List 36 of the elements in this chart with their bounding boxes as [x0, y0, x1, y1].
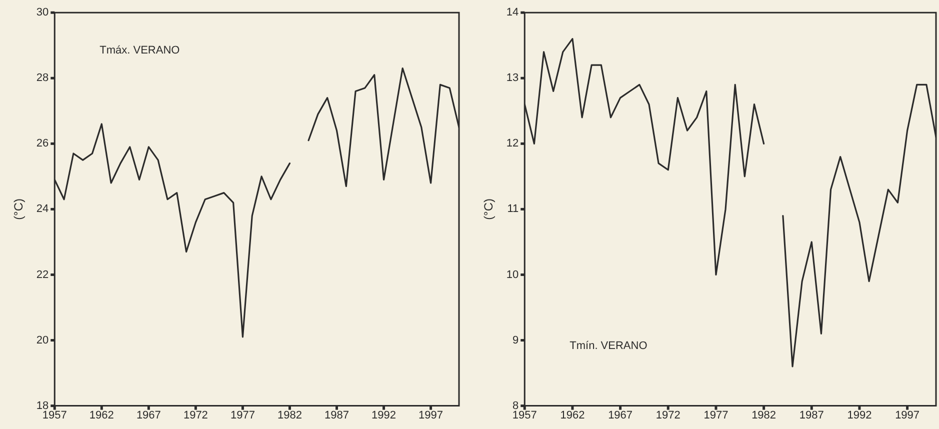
x-tick-label: 1997	[895, 409, 920, 422]
x-tick-label: 1972	[183, 409, 208, 422]
y-tick-label: 8	[512, 400, 519, 412]
x-tick-label: 1982	[277, 409, 302, 422]
y-tick-label: 30	[36, 6, 49, 19]
x-tick-label: 1992	[372, 409, 396, 422]
y-tick-label: 9	[512, 334, 519, 346]
y-axis-title: (°C)	[12, 198, 26, 220]
x-tick-label: 1957	[512, 409, 537, 422]
y-tick-label: 10	[506, 268, 519, 281]
x-tick-label: 1962	[560, 409, 585, 422]
x-tick-label: 1997	[418, 409, 444, 422]
y-tick-label: 24	[36, 203, 49, 216]
x-tick-label: 1967	[136, 409, 161, 422]
x-tick-label: 1977	[230, 409, 255, 422]
y-tick-label: 28	[36, 72, 49, 84]
y-tick-label: 12	[506, 138, 519, 150]
annotation: Tmín. VERANO	[570, 340, 648, 352]
annotation: Tmáx. VERANO	[100, 44, 180, 57]
y-tick-label: 14	[506, 6, 519, 19]
x-tick-label: 1962	[89, 409, 114, 422]
x-tick-label: 1992	[847, 409, 872, 422]
x-tick-label: 1957	[42, 409, 67, 422]
x-tick-label: 1977	[704, 409, 728, 422]
y-axis-title: (°C)	[482, 198, 496, 220]
x-tick-label: 1982	[752, 409, 776, 422]
x-tick-label: 1987	[799, 409, 824, 422]
x-tick-label: 1972	[656, 409, 680, 422]
y-tick-label: 22	[36, 268, 49, 281]
y-tick-label: 20	[36, 334, 49, 346]
y-tick-label: 13	[506, 72, 519, 84]
y-tick-label: 18	[36, 400, 49, 412]
x-tick-label: 1987	[324, 409, 349, 422]
x-tick-label: 1967	[608, 409, 633, 422]
y-tick-label: 26	[36, 138, 49, 150]
y-tick-label: 11	[507, 203, 519, 216]
